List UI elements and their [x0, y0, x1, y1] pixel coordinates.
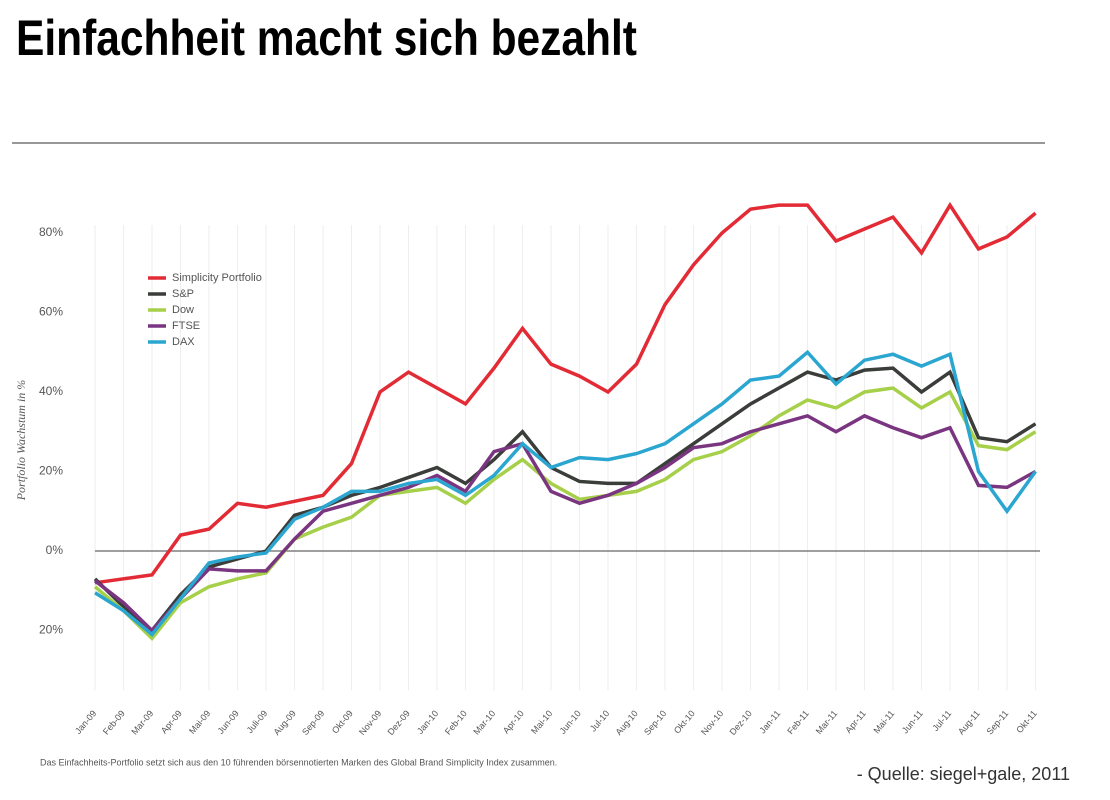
series-line [93, 413, 1037, 634]
x-tick-label: Apr-11 [843, 708, 868, 735]
series-line [93, 366, 1037, 633]
x-tick-label: Mai-09 [187, 708, 212, 736]
y-axis-label: Portfolio Wachstum in % [14, 380, 28, 502]
x-tick-label: Jun-10 [557, 708, 582, 736]
source: - Quelle: siegel+gale, 2011 [857, 764, 1070, 784]
legend-label: Simplicity Portfolio [172, 272, 262, 284]
x-tick-label: Mai-11 [871, 708, 896, 735]
legend-label: DAX [172, 336, 195, 348]
x-tick-label: Sep-11 [984, 708, 1010, 736]
x-tick-label: Jul-10 [588, 708, 611, 733]
x-tick-label: Jan-09 [73, 708, 98, 736]
x-tick-label: Aug-11 [956, 708, 982, 736]
series-line [94, 349, 1037, 637]
x-tick-label: Nov-09 [357, 708, 383, 737]
y-tick-label: 80% [39, 225, 63, 239]
x-tick-label: Sep-09 [300, 708, 326, 737]
x-tick-label: Aug-09 [272, 708, 298, 737]
x-tick-label: Jan-11 [757, 708, 782, 735]
x-tick-label: Okt-11 [1014, 708, 1039, 735]
legend-label: FTSE [172, 320, 200, 332]
x-tick-label: Okt-09 [330, 708, 355, 735]
legend-label: S&P [172, 288, 194, 300]
x-tick-label: Jul-11 [930, 708, 953, 733]
x-tick-label: Jan-10 [415, 708, 440, 736]
x-tick-label: Dez-09 [386, 708, 412, 737]
slide-title: Einfachheit macht sich bezahlt [16, 10, 637, 66]
x-tick-label: Juli-09 [245, 708, 270, 735]
x-tick-label: Mar-09 [129, 708, 155, 736]
y-tick-label: 20% [39, 623, 63, 637]
x-tick-label: Nov-10 [699, 708, 725, 737]
x-tick-label: Okt-10 [672, 708, 697, 735]
x-tick-label: Mai-10 [529, 708, 554, 736]
x-tick-label: Apr-10 [501, 708, 526, 735]
x-tick-label: Aug-10 [614, 708, 640, 737]
x-tick-label: Mar-11 [814, 708, 840, 736]
x-tick-label: Mar-10 [471, 708, 497, 736]
x-tick-label: Apr-09 [159, 708, 184, 735]
x-tick-label: Feb-10 [443, 708, 469, 736]
y-tick-label: 20% [39, 464, 63, 478]
series-line [93, 386, 1037, 642]
x-tick-label: Jun-11 [900, 708, 925, 735]
y-tick-label: 0% [46, 543, 64, 557]
y-tick-label: 40% [39, 384, 63, 398]
series-line [94, 201, 1037, 585]
x-tick-label: Sep-10 [642, 708, 668, 737]
x-tick-label: Feb-11 [785, 708, 811, 736]
footnote: Das Einfachheits-Portfolio setzt sich au… [40, 757, 557, 767]
x-tick-label: Dez-10 [728, 708, 754, 737]
y-tick-label: 60% [39, 305, 63, 319]
x-tick-label: Jun-09 [215, 708, 240, 736]
x-tick-label: Feb-09 [101, 708, 127, 736]
legend-label: Dow [172, 304, 194, 316]
